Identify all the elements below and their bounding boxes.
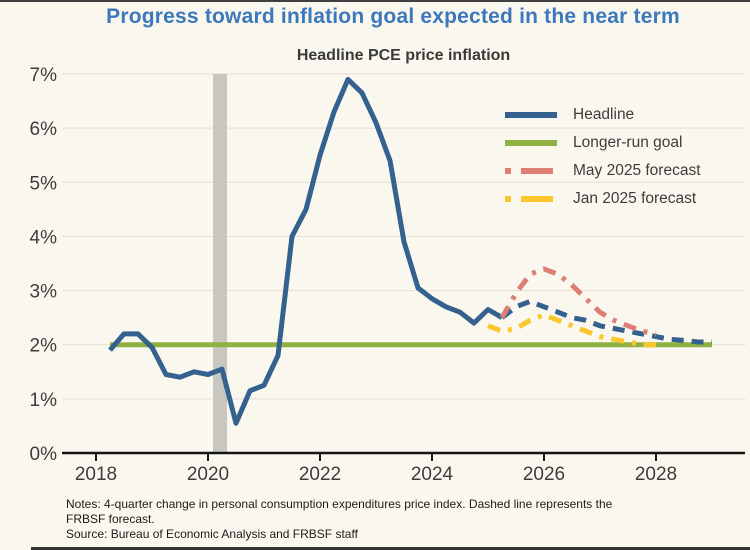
legend-item-headline: Headline xyxy=(505,101,701,129)
series-headline xyxy=(108,76,504,426)
jan-forecast-line-swatch xyxy=(505,196,557,202)
x-tick-label: 2026 xyxy=(523,464,565,485)
may-forecast-line-swatch xyxy=(505,168,557,174)
legend: Headline Longer-run goal May 2025 foreca… xyxy=(505,101,701,213)
y-tick-label: 0% xyxy=(30,444,58,465)
bottom-border-rule xyxy=(31,547,750,550)
goal-line-swatch xyxy=(505,140,557,146)
legend-item-may-2025-forecast: May 2025 forecast xyxy=(505,157,701,185)
series-jan-2025-forecast xyxy=(487,312,656,348)
legend-item-jan-2025-forecast: Jan 2025 forecast xyxy=(505,185,701,213)
source-line: Source: Bureau of Economic Analysis and … xyxy=(66,527,358,541)
legend-label: Jan 2025 forecast xyxy=(573,190,697,207)
x-tick-label: 2020 xyxy=(187,464,229,485)
x-tick-label: 2028 xyxy=(635,464,677,485)
legend-label: May 2025 forecast xyxy=(573,162,701,179)
headline-line-swatch xyxy=(505,112,557,118)
series-headline-frbsf-forecast xyxy=(500,298,712,345)
y-tick-label: 6% xyxy=(30,119,58,140)
top-border-rule xyxy=(0,0,750,2)
y-tick-label: 4% xyxy=(30,227,58,248)
legend-item-longer-run-goal: Longer-run goal xyxy=(505,129,701,157)
y-tick-label: 7% xyxy=(30,65,58,86)
series-may-2025-forecast xyxy=(499,266,657,337)
footnotes: Notes: 4-quarter change in personal cons… xyxy=(66,497,612,542)
x-tick-label: 2022 xyxy=(299,464,341,485)
y-tick-label: 2% xyxy=(30,336,58,357)
page-title: Progress toward inflation goal expected … xyxy=(106,5,680,28)
y-tick-label: 1% xyxy=(30,390,58,411)
notes-line-1: Notes: 4-quarter change in personal cons… xyxy=(66,497,613,511)
legend-label: Longer-run goal xyxy=(573,134,683,151)
y-tick-label: 5% xyxy=(30,173,58,194)
x-tick-label: 2018 xyxy=(75,464,117,485)
legend-label: Headline xyxy=(573,106,635,123)
chart-subtitle: Headline PCE price inflation xyxy=(296,47,511,64)
y-tick-label: 3% xyxy=(30,282,58,303)
x-tick-label: 2024 xyxy=(411,464,454,485)
recession-band xyxy=(213,73,228,454)
notes-line-2: FRBSF forecast. xyxy=(66,512,155,526)
